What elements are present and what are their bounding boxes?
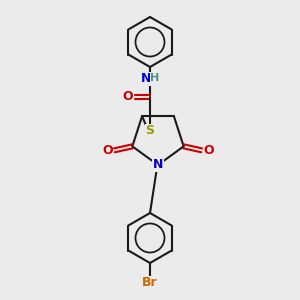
Text: S: S	[146, 124, 154, 137]
Text: O: O	[123, 91, 133, 103]
Text: O: O	[102, 144, 112, 157]
Text: O: O	[203, 144, 214, 157]
Text: N: N	[153, 158, 163, 172]
Text: H: H	[150, 73, 160, 83]
Text: N: N	[141, 73, 151, 85]
Text: Br: Br	[142, 277, 158, 290]
